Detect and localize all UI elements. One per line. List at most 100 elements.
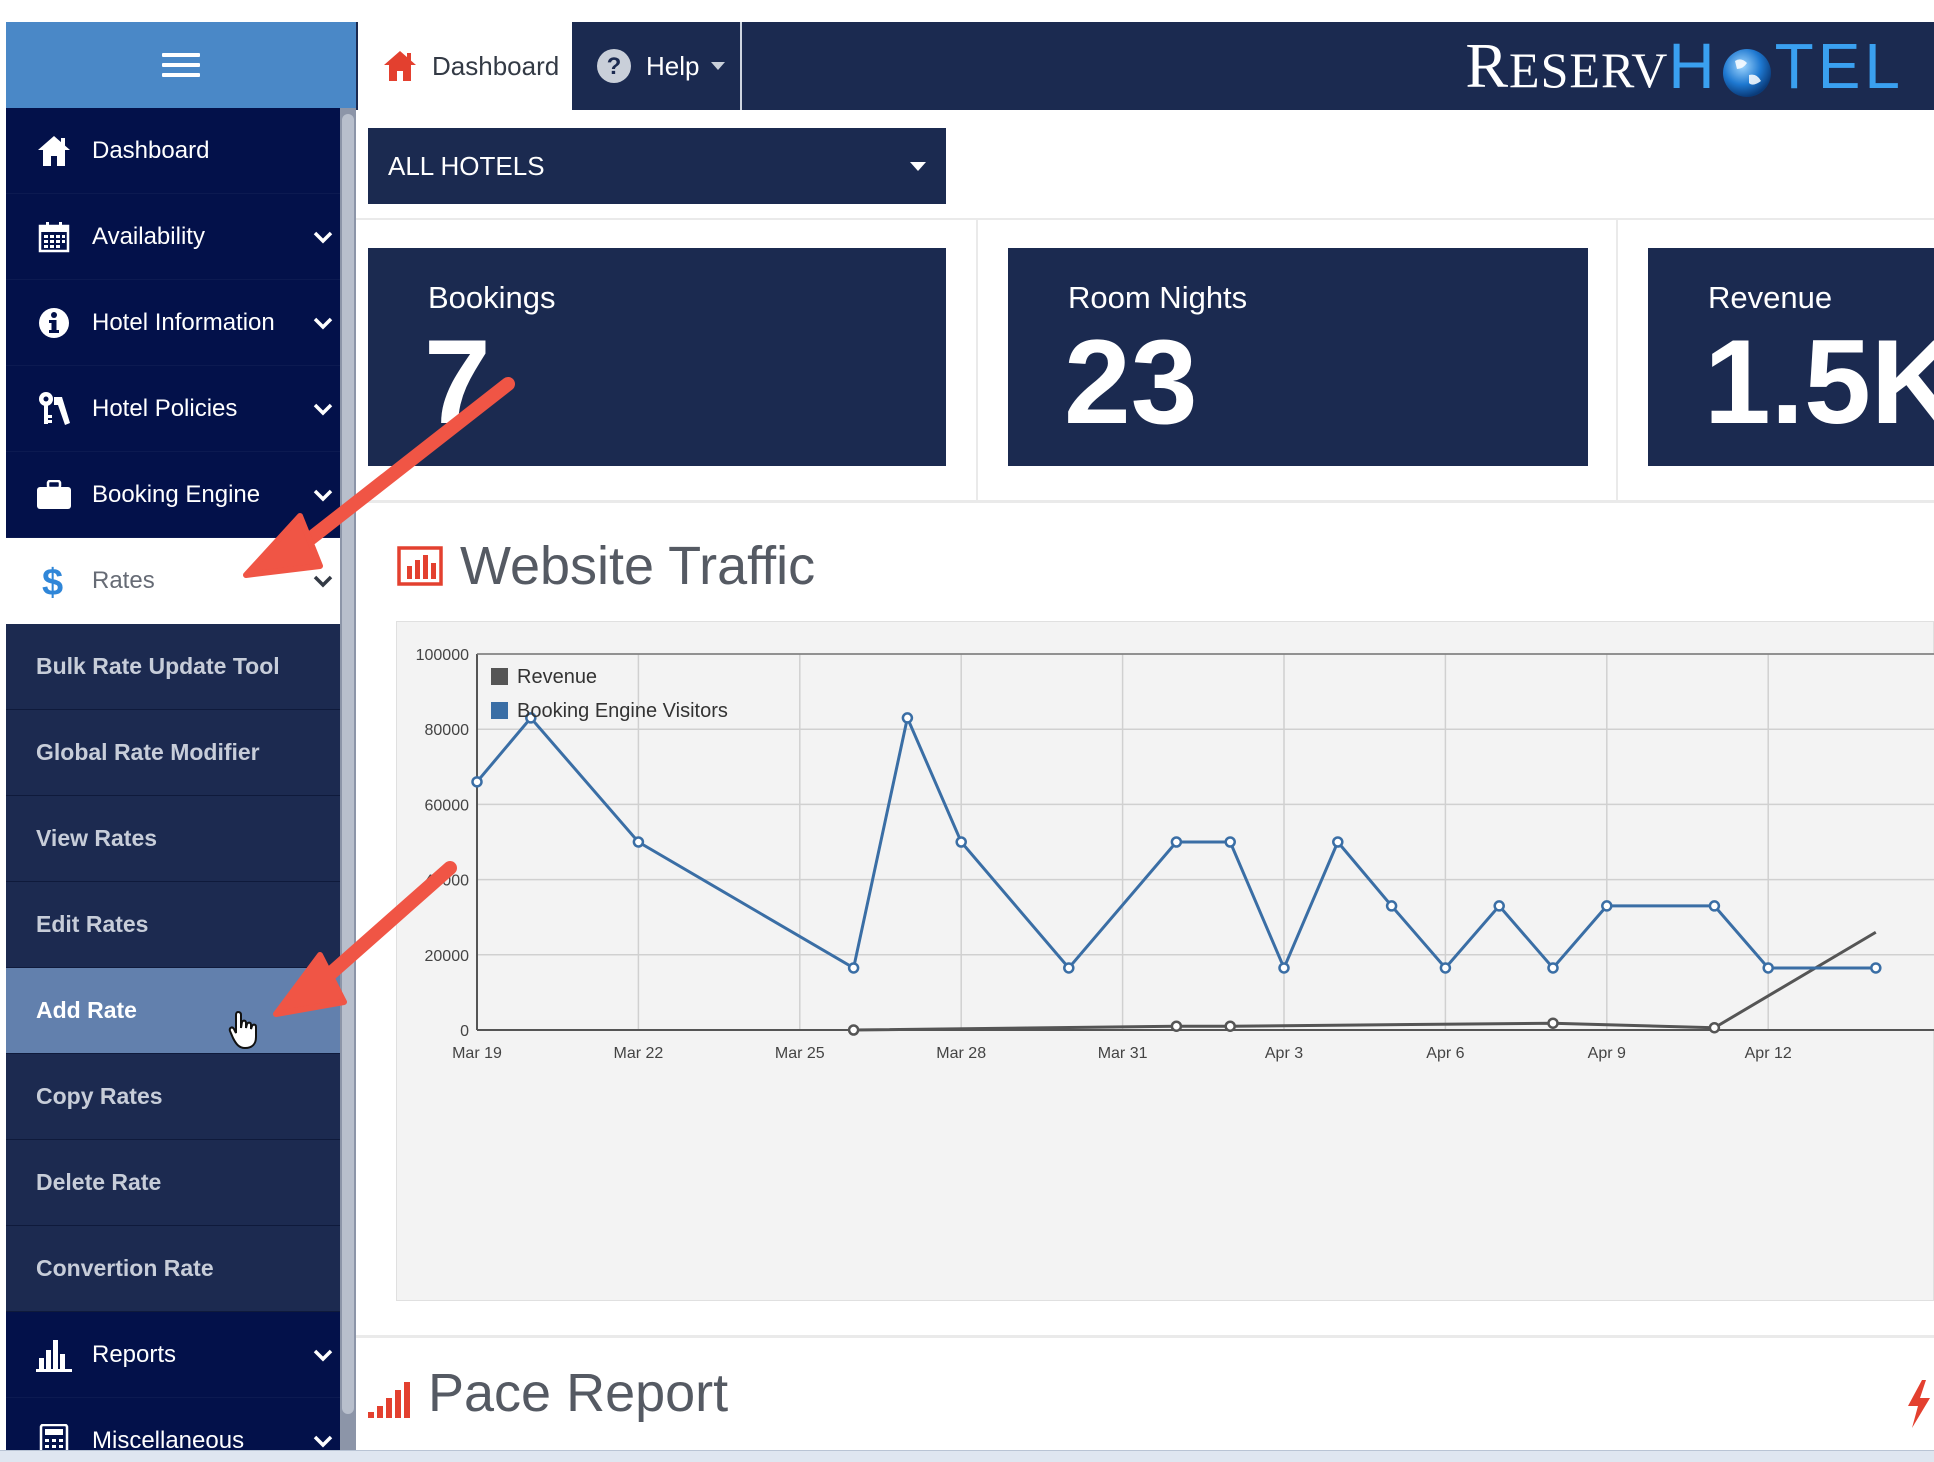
main-content: ALL HOTELS Bookings 7 Room Nights 23 Rev… xyxy=(356,110,1934,1450)
home-icon xyxy=(34,131,74,171)
panel-title-text: Website Traffic xyxy=(460,536,816,596)
data-point xyxy=(1439,962,1452,974)
x-tick-label: Mar 22 xyxy=(614,1045,664,1062)
calendar-icon xyxy=(34,217,74,257)
tab-dashboard[interactable]: Dashboard xyxy=(358,22,572,110)
submenu-item-delete-rate[interactable]: Delete Rate xyxy=(6,1140,340,1226)
data-point xyxy=(1224,836,1236,848)
submenu-item-global-rate-modifier[interactable]: Global Rate Modifier xyxy=(6,710,340,796)
stat-label: Room Nights xyxy=(1068,280,1248,315)
sidebar-item-booking-engine[interactable]: Booking Engine xyxy=(6,452,340,538)
y-tick-label: 100000 xyxy=(416,647,469,664)
sidebar-item-miscellaneous[interactable]: Miscellaneous xyxy=(6,1398,340,1450)
data-point xyxy=(1762,962,1774,974)
sidebar-item-hotel-information[interactable]: Hotel Information xyxy=(6,280,340,366)
legend-swatch xyxy=(491,668,508,685)
submenu-item-add-rate[interactable]: Add Rate xyxy=(6,968,340,1054)
chevron-down-icon xyxy=(312,226,334,248)
data-point xyxy=(1870,962,1882,974)
data-point xyxy=(1708,1021,1721,1034)
website-traffic-title: Website Traffic xyxy=(396,535,815,597)
lightning-bolt-icon[interactable] xyxy=(1904,1380,1934,1428)
sidebar-item-rates[interactable]: $ Rates xyxy=(6,538,356,624)
stat-panel-revenue: Revenue 1.5K xyxy=(1618,220,1934,500)
question-circle-icon: ? xyxy=(594,46,634,86)
data-point xyxy=(1547,1017,1559,1029)
signal-bars-icon xyxy=(366,1371,414,1418)
hamburger-icon xyxy=(162,53,200,77)
submenu-item-bulk-rate-update-tool[interactable]: Bulk Rate Update Tool xyxy=(6,624,340,710)
data-point xyxy=(847,1024,860,1036)
x-tick-label: Mar 25 xyxy=(775,1045,825,1062)
svg-text:?: ? xyxy=(607,53,622,80)
globe-icon xyxy=(1721,40,1773,97)
pace-report-title: Pace Report xyxy=(366,1362,728,1424)
sidebar-menu: Dashboard Availability Hotel Information xyxy=(6,108,356,1450)
sidebar-scrollbar-thumb[interactable] xyxy=(342,114,354,1414)
legend-label: Booking Engine Visitors xyxy=(517,700,728,722)
x-tick-label: Mar 19 xyxy=(452,1045,502,1062)
submenu-item-copy-rates[interactable]: Copy Rates xyxy=(6,1054,340,1140)
panel-title-text: Pace Report xyxy=(428,1363,729,1423)
sidebar-item-reports[interactable]: Reports xyxy=(6,1312,340,1398)
data-point xyxy=(1547,962,1559,974)
bar-chart-icon xyxy=(34,1335,74,1375)
stat-value: 1.5K xyxy=(1704,315,1934,449)
data-point xyxy=(1170,836,1183,848)
x-tick-label: Mar 31 xyxy=(1098,1045,1148,1062)
x-tick-label: Apr 6 xyxy=(1426,1045,1464,1062)
data-point xyxy=(1278,962,1290,974)
sidebar-toggle-button[interactable] xyxy=(6,22,356,108)
top-header: Dashboard ? Help RESERV H TEL xyxy=(356,22,1934,110)
caret-down-icon xyxy=(711,62,726,70)
sidebar-item-label: Dashboard xyxy=(92,136,210,164)
sidebar-item-hotel-policies[interactable]: Hotel Policies xyxy=(6,366,340,452)
chevron-down-icon xyxy=(312,1430,334,1451)
y-tick-label: 20000 xyxy=(425,948,470,965)
legend-label: Revenue xyxy=(517,666,597,688)
chevron-down-icon xyxy=(312,398,334,420)
sidebar: Dashboard Availability Hotel Information xyxy=(6,22,356,1450)
top-strip xyxy=(0,0,1934,22)
data-point xyxy=(1601,900,1613,912)
stat-card-room-nights: Room Nights 23 xyxy=(1008,248,1588,466)
stat-label: Bookings xyxy=(428,280,556,315)
website-traffic-chart: 0 20000 40000 60000 80000 100000 Mar 19 Mar 22 M… xyxy=(396,621,1934,1301)
hotel-select-value: ALL HOTELS xyxy=(388,150,545,181)
chevron-down-icon xyxy=(312,312,334,334)
traffic-line-chart: 0 20000 40000 60000 80000 100000 Mar 19 Mar 22 M… xyxy=(416,647,1934,1062)
browser-status-bar xyxy=(0,1450,1934,1462)
hotel-select-dropdown[interactable]: ALL HOTELS xyxy=(368,128,946,204)
stat-panel-room-nights: Room Nights 23 xyxy=(978,220,1616,500)
chevron-down-icon xyxy=(312,1344,334,1366)
submenu-item-edit-rates[interactable]: Edit Rates xyxy=(6,882,340,968)
tab-help[interactable]: ? Help xyxy=(574,22,742,110)
sidebar-item-label: Availability xyxy=(92,222,205,250)
keys-icon xyxy=(34,389,74,429)
y-tick-label: 0 xyxy=(460,1023,469,1040)
data-point xyxy=(1063,962,1075,974)
rates-submenu: Bulk Rate Update Tool Global Rate Modifi… xyxy=(6,624,340,1312)
reservhotel-logo: RESERV H TEL xyxy=(1465,30,1904,102)
x-tick-label: Apr 9 xyxy=(1588,1045,1626,1062)
pace-report-panel: Pace Report xyxy=(356,1338,1934,1450)
submenu-item-view-rates[interactable]: View Rates xyxy=(6,796,340,882)
stat-label: Revenue xyxy=(1708,280,1833,315)
sidebar-scrollbar[interactable] xyxy=(340,108,356,1450)
caret-down-icon xyxy=(910,162,926,171)
website-traffic-panel: Website Traffic 0 20000 40000 60000 80000 100… xyxy=(356,503,1934,1335)
stat-value: 7 xyxy=(424,315,491,449)
chevron-down-icon xyxy=(312,570,334,592)
stat-value: 23 xyxy=(1064,315,1198,449)
sidebar-item-dashboard[interactable]: Dashboard xyxy=(6,108,340,194)
sidebar-item-availability[interactable]: Availability xyxy=(6,194,340,280)
data-point xyxy=(525,712,537,724)
legend-swatch xyxy=(491,702,508,719)
data-point xyxy=(1708,900,1721,912)
sidebar-item-label: Miscellaneous xyxy=(92,1426,245,1451)
tab-label: Dashboard xyxy=(432,50,560,81)
hotel-select-bar: ALL HOTELS xyxy=(356,110,1934,218)
hand-cursor-icon xyxy=(228,1010,262,1050)
submenu-item-convertion-rate[interactable]: Convertion Rate xyxy=(6,1226,340,1312)
